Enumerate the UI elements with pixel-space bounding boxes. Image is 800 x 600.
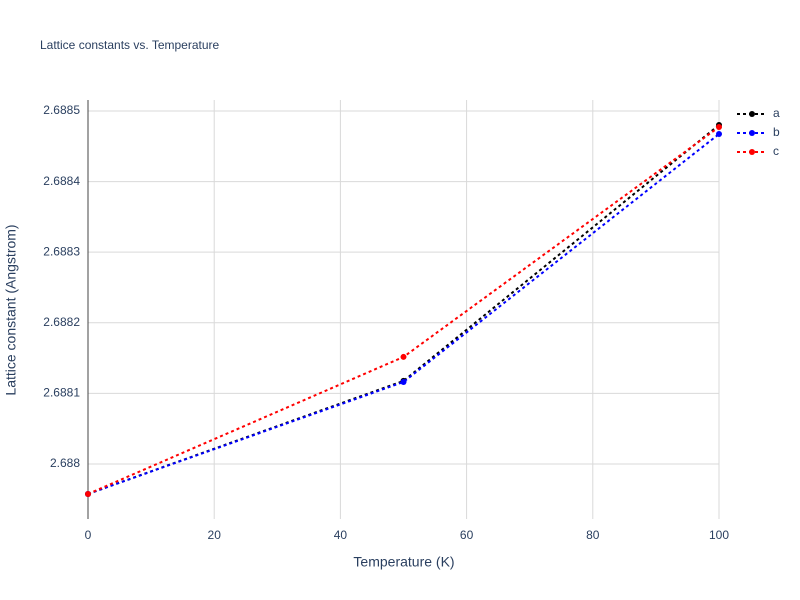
y-tick-label: 2.688 [50,456,80,470]
x-tick-label: 80 [586,528,600,542]
chart-title: Lattice constants vs. Temperature [40,38,220,52]
x-tick-label: 40 [334,528,348,542]
y-tick-label: 2.6882 [43,315,80,329]
y-axis-title: Lattice constant (Angstrom) [3,224,19,395]
legend-label: b [773,125,780,139]
series-line [87,133,720,495]
x-tick-label: 20 [208,528,222,542]
point [716,124,722,131]
legend-label: c [773,144,779,158]
legend-marker [749,149,755,155]
legend-marker [749,130,755,136]
x-tick-label: 100 [709,528,729,542]
y-tick-label: 2.6881 [43,386,80,400]
point [400,378,407,385]
legend-label: a [773,106,780,120]
series-line [87,124,720,495]
point [716,131,722,138]
x-tick-label: 60 [460,528,474,542]
point [400,353,407,360]
y-tick-label: 2.6883 [43,244,80,258]
x-tick-label: 0 [85,528,92,542]
legend-marker [749,111,755,117]
x-axis-title: Temperature (K) [353,554,454,570]
point [85,490,91,497]
y-tick-label: 2.6885 [43,103,80,117]
y-tick-label: 2.6884 [43,174,80,188]
